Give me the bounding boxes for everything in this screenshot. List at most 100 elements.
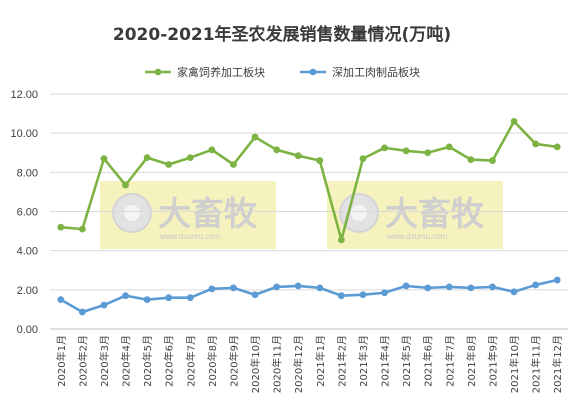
- data-point: [489, 157, 496, 164]
- y-tick-label: 10.00: [10, 128, 38, 140]
- x-tick-label: 2021年10月: [508, 335, 521, 393]
- data-point: [57, 223, 65, 231]
- y-tick-label: 2.00: [17, 285, 38, 297]
- watermark-logo-eye-icon: [124, 205, 140, 221]
- watermark-url: www.dxumu.com: [386, 232, 448, 241]
- data-point: [337, 236, 345, 244]
- x-tick-label: 2020年10月: [249, 335, 262, 393]
- data-point: [445, 283, 453, 291]
- series-line: [60, 120, 558, 242]
- data-point: [381, 289, 388, 297]
- x-tick-label: 2020年7月: [184, 335, 197, 387]
- watermark-url: www.dxumu.com: [159, 232, 221, 241]
- data-point: [57, 296, 65, 304]
- data-point: [359, 291, 367, 299]
- data-point: [230, 161, 237, 168]
- data-point: [273, 146, 281, 154]
- watermark-brand: 大畜牧: [385, 194, 485, 233]
- y-tick-label: 6.00: [17, 207, 38, 219]
- y-tick-label: 8.00: [17, 167, 38, 179]
- data-point: [78, 308, 86, 316]
- x-tick-label: 2020年8月: [206, 335, 219, 387]
- x-tick-label: 2021年7月: [443, 335, 456, 387]
- data-point: [100, 155, 108, 163]
- x-tick-label: 2020年11月: [271, 335, 284, 393]
- data-point: [122, 181, 129, 189]
- x-tick-label: 2020年9月: [227, 335, 240, 387]
- x-tick-label: 2021年3月: [357, 335, 370, 387]
- chart-title: 2020-2021年圣农发展销售数量情况(万吨): [113, 24, 451, 45]
- x-tick-label: 2020年4月: [120, 335, 133, 387]
- data-point: [143, 296, 151, 304]
- x-tick-label: 2020年2月: [76, 335, 89, 387]
- data-point: [467, 284, 475, 292]
- data-point: [359, 155, 367, 163]
- data-point: [316, 157, 324, 164]
- data-point: [143, 154, 151, 162]
- series-line: [60, 278, 558, 314]
- data-point: [165, 161, 173, 168]
- data-point: [337, 292, 345, 300]
- data-point: [186, 154, 194, 162]
- data-point: [445, 143, 453, 151]
- data-point: [165, 294, 173, 302]
- data-point: [251, 133, 259, 141]
- x-axis: 2020年1月 2020年2月 2020年3月 2020年4月 2020年5月 2020年…: [55, 335, 564, 393]
- data-point: [208, 285, 216, 293]
- y-tick-label: 12.00: [10, 89, 38, 101]
- x-tick-label: 2020年3月: [98, 335, 111, 387]
- x-tick-label: 2021年12月: [551, 335, 564, 393]
- x-tick-label: 2020年1月: [55, 335, 68, 387]
- data-point: [424, 284, 432, 292]
- data-point: [294, 282, 302, 290]
- data-point: [532, 281, 540, 289]
- x-tick-label: 2021年1月: [314, 335, 327, 387]
- data-point: [208, 146, 216, 154]
- data-point: [230, 284, 237, 292]
- legend-marker: [154, 68, 162, 76]
- x-tick-label: 2021年4月: [379, 335, 392, 387]
- x-tick-label: 2020年6月: [163, 335, 176, 387]
- series-1: [57, 118, 561, 244]
- legend-marker: [309, 68, 317, 76]
- y-tick-label: 4.00: [17, 246, 38, 258]
- x-tick-label: 2021年6月: [422, 335, 435, 387]
- series-layer: [57, 118, 561, 316]
- x-tick-label: 2021年8月: [465, 335, 478, 387]
- data-point: [186, 294, 194, 302]
- data-point: [402, 282, 410, 290]
- data-point: [78, 225, 86, 233]
- x-tick-label: 2020年5月: [141, 335, 154, 387]
- data-point: [553, 143, 561, 151]
- data-point: [467, 156, 475, 164]
- x-tick-label: 2021年11月: [530, 335, 543, 393]
- x-tick-label: 2021年2月: [335, 335, 348, 387]
- data-point: [100, 301, 108, 309]
- data-point: [294, 152, 302, 160]
- data-point: [122, 292, 129, 300]
- watermark-logo-eye-icon: [351, 205, 367, 221]
- data-point: [424, 149, 432, 157]
- data-point: [251, 291, 259, 299]
- watermark-brand: 大畜牧: [158, 194, 258, 233]
- data-point: [510, 288, 518, 296]
- legend-label: 深加工肉制品板块: [332, 65, 420, 79]
- x-tick-label: 2021年5月: [400, 335, 413, 387]
- legend-label: 家禽饲养加工板块: [177, 65, 265, 79]
- series-2: [57, 276, 561, 316]
- y-tick-label: 0.00: [17, 324, 38, 336]
- x-tick-label: 2021年9月: [486, 335, 499, 387]
- x-tick-label: 2020年12月: [292, 335, 305, 393]
- legend: 家禽饲养加工板块 深加工肉制品板块: [145, 65, 420, 79]
- y-axis: 0.00 2.00 4.00 6.00 8.00 10.00 12.00: [10, 89, 38, 336]
- data-point: [510, 118, 518, 125]
- data-point: [532, 140, 540, 148]
- legend-item-2: 深加工肉制品板块: [300, 65, 420, 79]
- data-point: [402, 147, 410, 155]
- legend-item-1: 家禽饲养加工板块: [145, 65, 265, 79]
- data-point: [316, 284, 324, 292]
